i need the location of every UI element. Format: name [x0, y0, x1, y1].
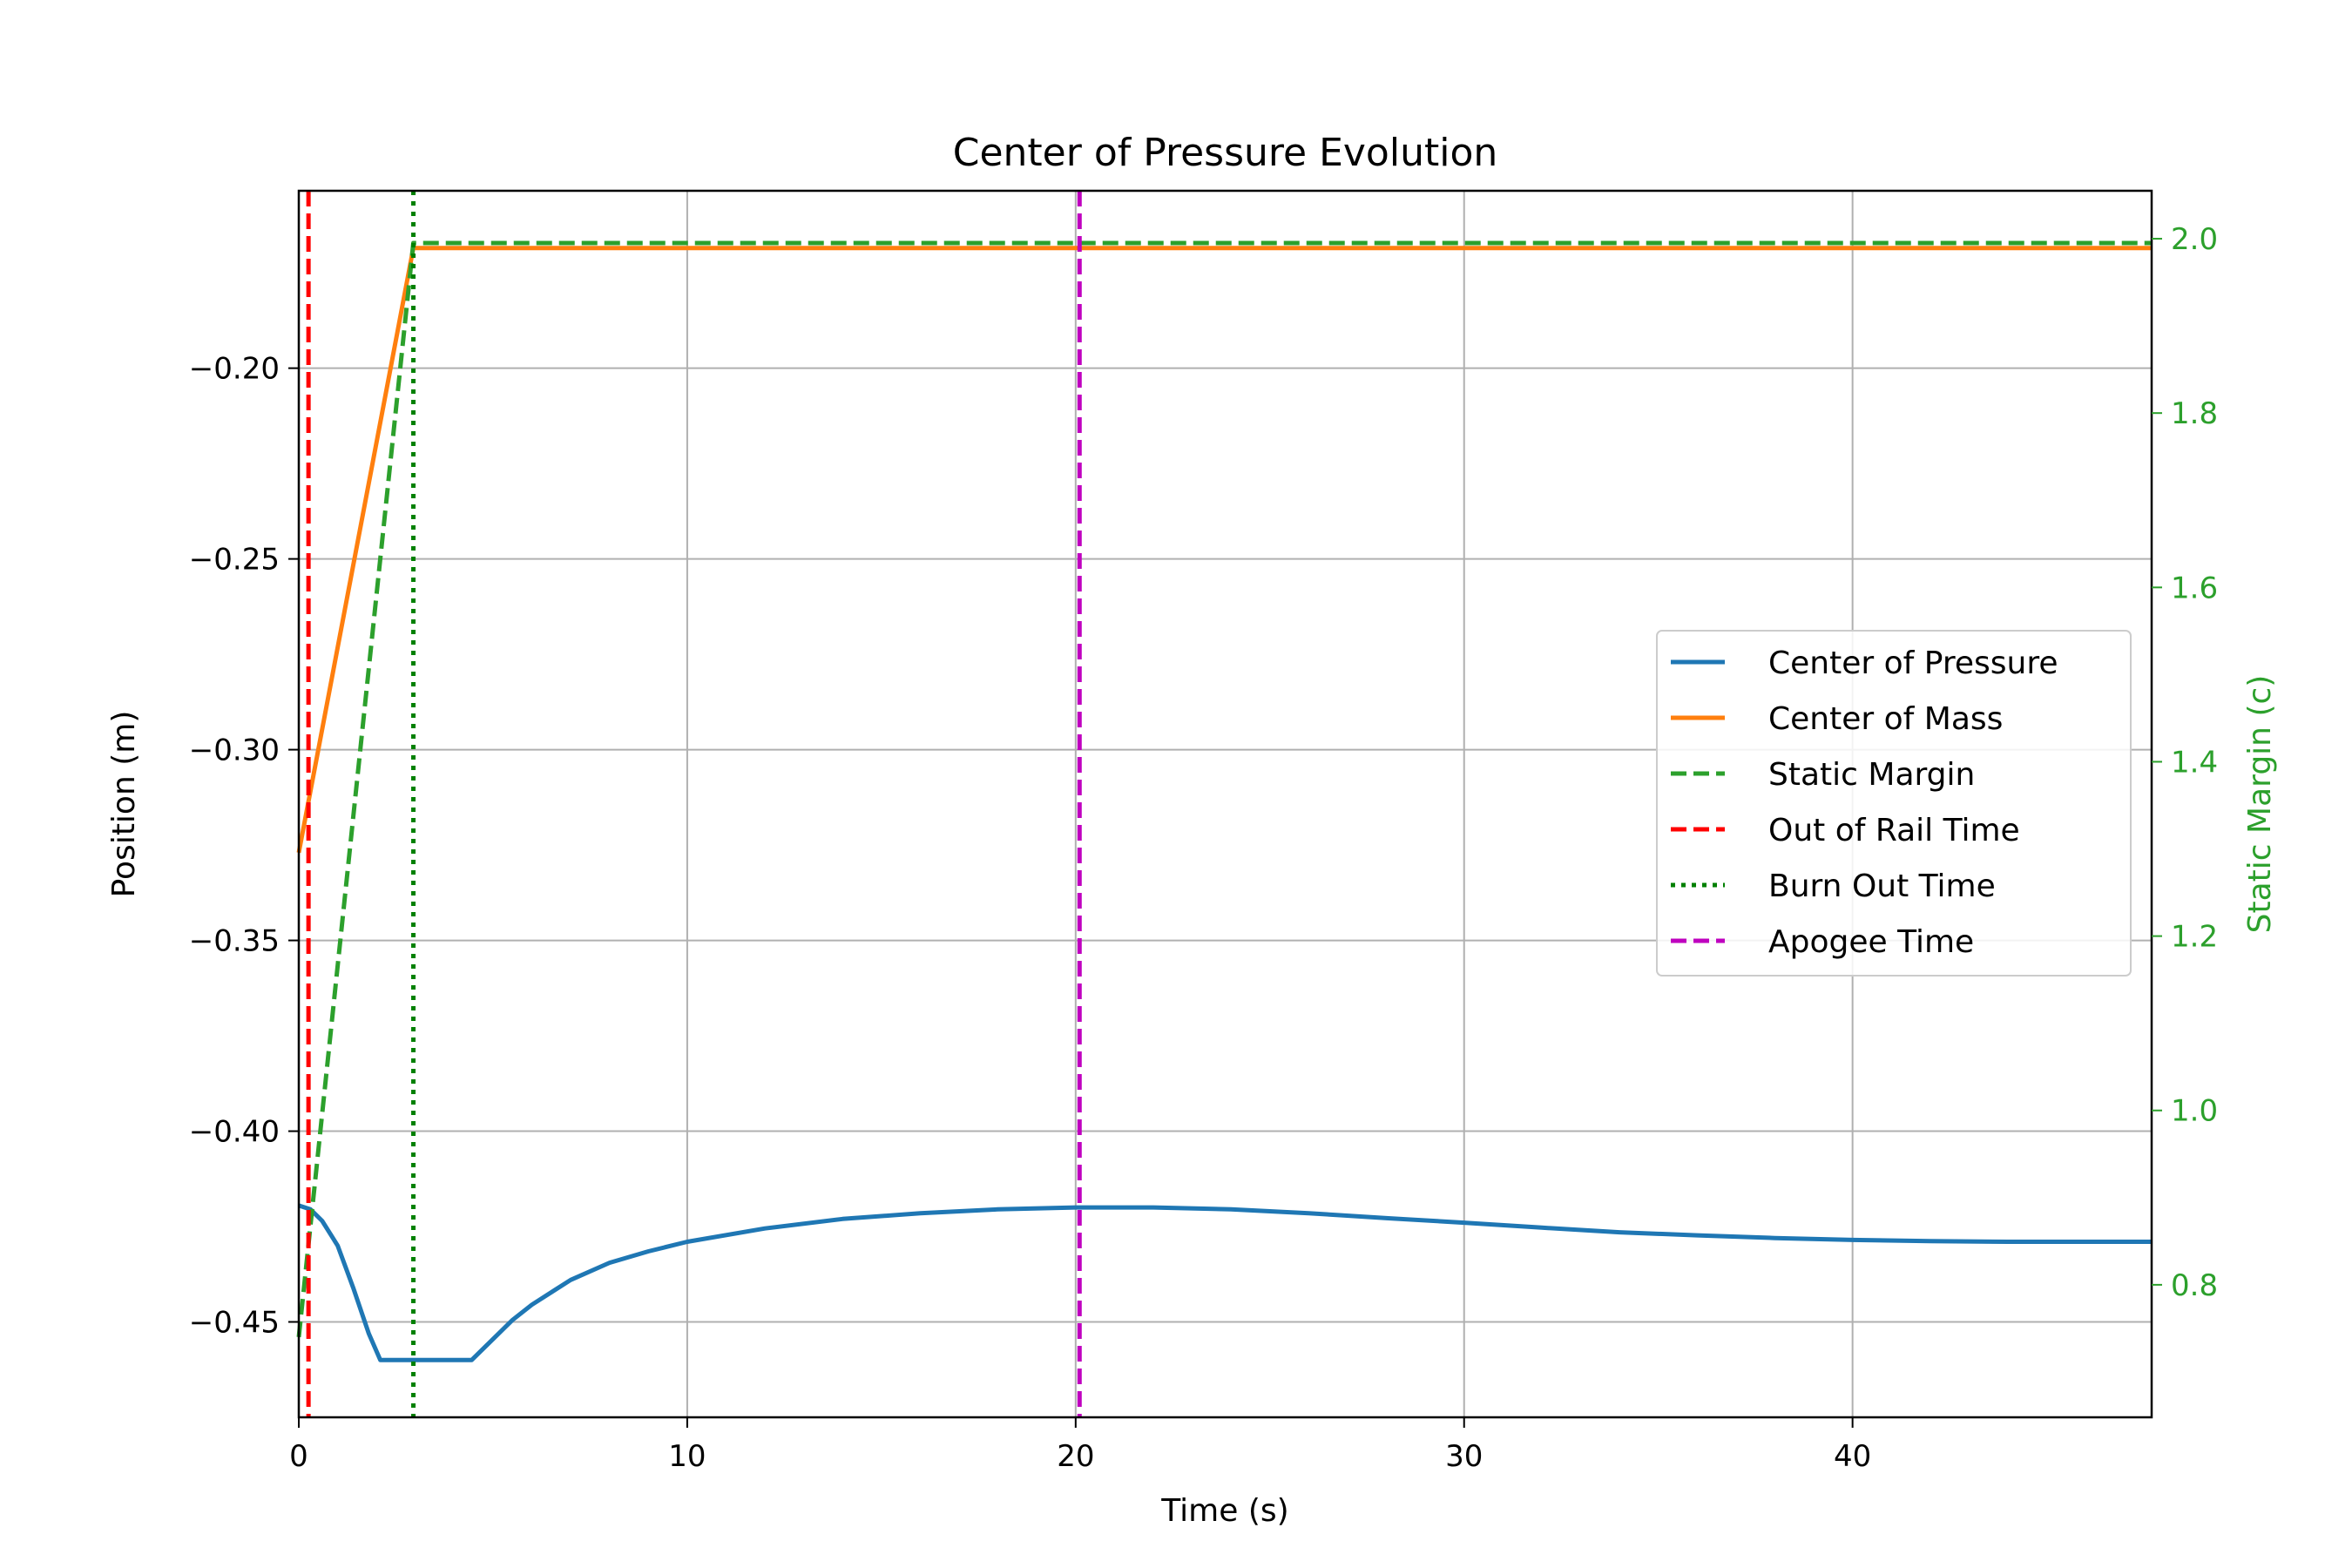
- y2-tick-label: 1.0: [2171, 1094, 2218, 1129]
- legend-label: Static Margin: [1768, 757, 1975, 793]
- ticks-layer: 0 10 20 30 40 −0.45 −0.40 −0.35 −0.30 −0.25 −0.20 0…: [189, 222, 2218, 1474]
- y2-tick-label: 2.0: [2171, 222, 2218, 257]
- y2-tick-label: 1.6: [2171, 571, 2218, 605]
- plot-frame: [297, 189, 2153, 1419]
- series-line-center-of-pressure: [298, 1203, 2152, 1362]
- x-tick-label: 10: [668, 1439, 706, 1474]
- x-axis-label: Time (s): [1160, 1493, 1288, 1529]
- y2-tick-label: 1.8: [2171, 396, 2218, 431]
- y-tick-label: −0.35: [189, 924, 280, 959]
- y-tick-label: −0.30: [189, 733, 280, 768]
- y2-tick-label: 0.8: [2171, 1268, 2218, 1303]
- y-tick-label: −0.20: [189, 352, 280, 387]
- y-tick-label: −0.25: [189, 543, 280, 578]
- chart-title: Center of Pressure Evolution: [953, 131, 1498, 175]
- legend-box: [1656, 630, 2132, 977]
- legend: Center of Pressure Center of Mass Static M…: [1656, 630, 2132, 977]
- x-tick-label: 0: [289, 1439, 308, 1474]
- x-tick-label: 40: [1834, 1439, 1871, 1474]
- x-tick-label: 20: [1057, 1439, 1094, 1474]
- legend-label: Center of Pressure: [1768, 645, 2058, 681]
- series-layer: [296, 191, 2152, 1417]
- legend-label: Out of Rail Time: [1768, 813, 2020, 848]
- x-tick-label: 30: [1445, 1439, 1483, 1474]
- legend-label: Burn Out Time: [1768, 868, 1996, 904]
- y-tick-label: −0.45: [189, 1306, 280, 1341]
- y-tick-label: −0.40: [189, 1115, 280, 1150]
- legend-label: Apogee Time: [1768, 924, 1974, 960]
- y2-tick-label: 1.2: [2171, 920, 2218, 955]
- y2-tick-label: 1.4: [2171, 745, 2218, 780]
- y-axis-label: Position (m): [106, 711, 142, 898]
- y2-axis-label: Static Margin (c): [2242, 675, 2278, 934]
- legend-label: Center of Mass: [1768, 701, 2003, 737]
